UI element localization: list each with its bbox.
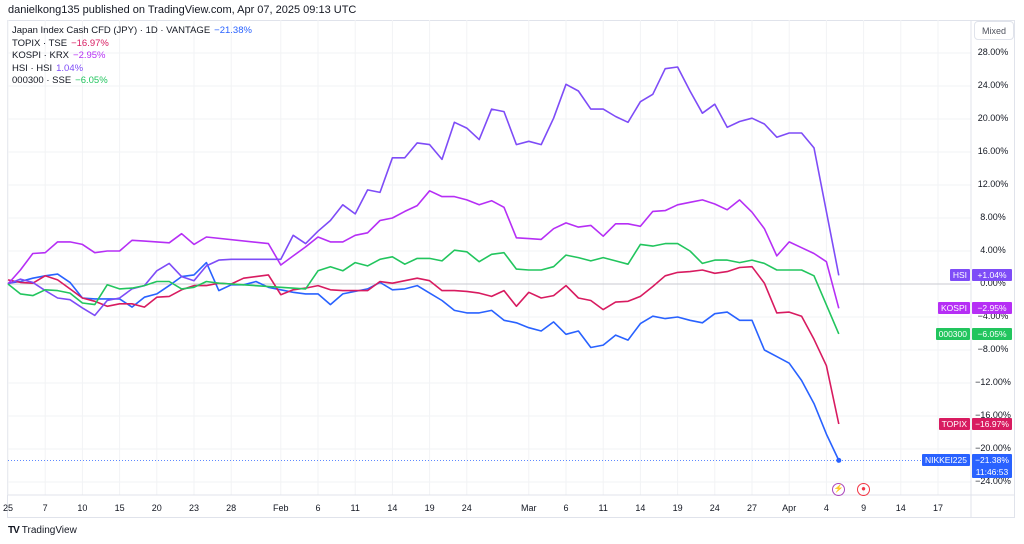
time-tick-label: Feb: [273, 503, 289, 513]
legend-item[interactable]: TOPIX · TSE −16.97%: [12, 38, 252, 51]
time-tick-label: 6: [315, 503, 321, 513]
record-event-icon[interactable]: ●: [857, 483, 871, 496]
price-tick-label: 4.00%: [980, 245, 1006, 255]
legend-item[interactable]: 000300 · SSE −6.05%: [12, 75, 252, 88]
time-tick-label: 9: [861, 503, 867, 513]
legend-label: 000300 · SSE: [12, 75, 72, 87]
time-tick-label: Apr: [782, 503, 797, 513]
bar-countdown: 11:46:53: [975, 467, 1009, 478]
price-tick-label: 0.00%: [980, 278, 1006, 288]
legend-label: KOSPI · KRX: [12, 50, 70, 62]
scale-mode-button[interactable]: Mixed: [974, 21, 1014, 40]
series-line-kospi[interactable]: [7, 190, 840, 309]
series-line-000300[interactable]: [7, 242, 840, 335]
series-name-tag: HSI: [949, 269, 970, 282]
time-tick-label: 6: [563, 503, 569, 513]
price-tick-label: −24.00%: [975, 476, 1011, 486]
time-tick-label: 25: [2, 503, 14, 513]
time-tick-label: 17: [932, 503, 944, 513]
legend-label: HSI · HSI: [12, 62, 53, 74]
price-tick-label: −20.00%: [975, 443, 1011, 453]
price-tick-label: −12.00%: [975, 377, 1011, 387]
tv-logo-icon: TV: [8, 525, 20, 536]
legend-value: −21.38%: [214, 25, 252, 36]
time-tick-label: 10: [77, 503, 88, 513]
price-tick-label: 24.00%: [977, 80, 1009, 90]
time-tick-label: 11: [598, 503, 608, 513]
series-value-tag: +1.04%: [972, 269, 1012, 282]
legend-value: −6.05%: [75, 75, 108, 87]
series-value-tag: −21.38% 11:46:53: [972, 454, 1012, 479]
brand-name: TradingView: [21, 525, 77, 536]
last-point-marker: [836, 457, 842, 463]
grid: [7, 20, 971, 495]
series-name-tag: KOSPI: [938, 302, 970, 315]
time-tick-label: 19: [672, 503, 683, 513]
time-tick-label: 28: [226, 503, 237, 513]
series-name-tag: 000300: [935, 327, 970, 340]
series-line-topix[interactable]: [7, 265, 840, 425]
series-line-hsi[interactable]: [7, 66, 840, 317]
legend-label: Japan Index Cash CFD (JPY) · 1D · VANTAG…: [12, 25, 211, 36]
time-tick-label: 15: [114, 503, 125, 513]
price-tick-label: −16.00%: [975, 410, 1011, 420]
time-tick-label: 7: [42, 503, 48, 513]
price-tick-label: −8.00%: [977, 344, 1009, 354]
time-tick-label: 27: [746, 503, 758, 513]
publish-info: danielkong135 published on TradingView.c…: [8, 4, 357, 16]
series-line-nikkei225[interactable]: [7, 261, 840, 461]
series-value-tag: −2.95%: [972, 302, 1012, 315]
last-value: −21.38%: [975, 455, 1009, 466]
legend-item[interactable]: HSI · HSI 1.04%: [12, 63, 252, 76]
series-value-tag: −16.97%: [972, 418, 1012, 430]
time-tick-label: 14: [895, 503, 906, 513]
legend-item[interactable]: KOSPI · KRX −2.95%: [12, 50, 252, 63]
time-tick-label: 14: [635, 503, 646, 513]
tradingview-logo[interactable]: TV TradingView: [8, 525, 77, 536]
legend-value: −16.97%: [71, 37, 109, 49]
time-tick-label: 4: [823, 503, 829, 513]
time-tick-label: 11: [350, 503, 360, 513]
legend: Japan Index Cash CFD (JPY) · 1D · VANTAG…: [12, 25, 252, 88]
lightning-event-icon[interactable]: ⚡: [832, 483, 846, 496]
time-tick-label: 20: [151, 503, 162, 513]
price-tick-label: −4.00%: [977, 311, 1009, 321]
series-name-tag: NIKKEI225: [921, 454, 970, 467]
legend-item[interactable]: Japan Index Cash CFD (JPY) · 1D · VANTAG…: [12, 25, 252, 38]
time-tick-label: 23: [188, 503, 200, 513]
time-tick-label: 19: [424, 503, 435, 513]
time-tick-label: 14: [387, 503, 398, 513]
legend-value: 1.04%: [56, 62, 84, 74]
time-tick-label: Mar: [521, 503, 537, 513]
time-tick-label: 24: [709, 503, 720, 513]
price-tick-label: 20.00%: [977, 113, 1009, 123]
legend-label: TOPIX · TSE: [12, 37, 68, 49]
price-tick-label: 16.00%: [977, 146, 1009, 156]
legend-value: −2.95%: [73, 50, 106, 62]
series-value-tag: −6.05%: [972, 327, 1012, 340]
price-tick-label: 28.00%: [977, 47, 1009, 57]
time-tick-label: 24: [461, 503, 472, 513]
price-tick-label: 8.00%: [980, 212, 1006, 222]
series-lines: [7, 66, 971, 463]
price-tick-label: 12.00%: [977, 179, 1009, 189]
series-name-tag: TOPIX: [938, 418, 970, 430]
